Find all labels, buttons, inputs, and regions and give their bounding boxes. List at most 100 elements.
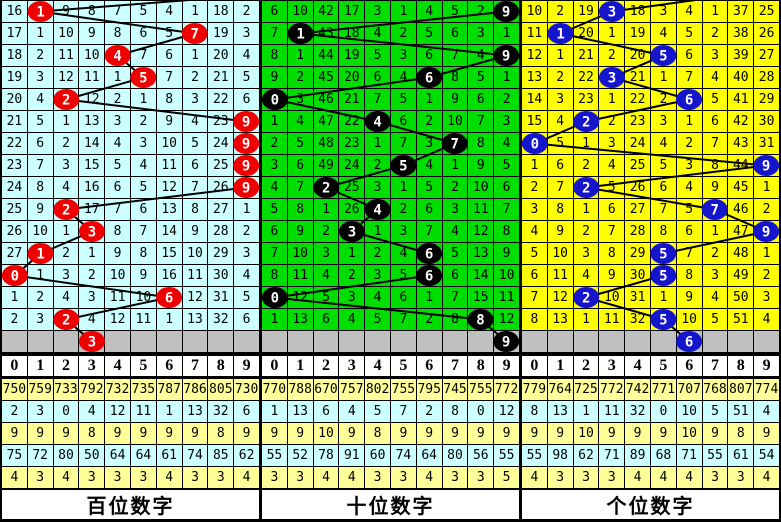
stat-cell: 0: [53, 401, 79, 422]
stat-cell: 8: [79, 423, 105, 444]
digit-header-cell: 7: [182, 356, 208, 376]
miss-count-cell: 11: [182, 265, 208, 286]
pending-row-cell: [599, 331, 625, 352]
miss-count-cell: 7: [494, 199, 519, 220]
miss-count-cell: 6: [416, 199, 442, 220]
stat-cell: 742: [625, 379, 650, 400]
miss-count-cell: 22: [573, 67, 599, 88]
miss-count-cell: 7: [468, 111, 494, 132]
miss-count-cell: [650, 265, 676, 286]
miss-count-cell: [313, 177, 339, 198]
miss-count-cell: 29: [625, 243, 650, 264]
miss-count-cell: 7: [262, 23, 287, 44]
stat-cell: 68: [650, 445, 676, 466]
stat-cell: 11: [130, 401, 156, 422]
hundreds-panel-title-label: 百位数字: [86, 494, 175, 518]
stat-cell: 779: [522, 379, 547, 400]
miss-count-cell: 16: [79, 177, 105, 198]
miss-count-cell: 4: [468, 45, 494, 66]
miss-count-cell: 7: [365, 89, 390, 110]
miss-count-cell: 6: [390, 287, 416, 308]
miss-count-cell: 4: [676, 1, 702, 22]
miss-count-cell: 2: [599, 111, 625, 132]
stat-cell: 72: [27, 445, 53, 466]
miss-count-cell: 2: [702, 243, 728, 264]
miss-count-cell: 22: [339, 111, 365, 132]
stat-cell: 9: [702, 423, 728, 444]
miss-count-cell: 2: [365, 243, 390, 264]
digit-header-cell: 1: [287, 356, 313, 376]
miss-count-cell: 10: [442, 111, 468, 132]
units-panel-title: 个位数字: [522, 490, 779, 519]
miss-count-cell: 2: [702, 23, 728, 44]
miss-count-cell: 1: [53, 221, 79, 242]
miss-count-cell: 5: [130, 1, 156, 22]
stat-cell: 55: [522, 445, 547, 466]
miss-count-cell: [494, 1, 519, 22]
miss-count-cell: 19: [2, 67, 27, 88]
miss-count-cell: 2: [365, 155, 390, 176]
miss-count-cell: [522, 133, 547, 154]
pending-row-cell: [390, 331, 416, 352]
stat-cell: 774: [754, 379, 779, 400]
miss-count-cell: 4: [105, 133, 130, 154]
miss-count-cell: 2: [130, 111, 156, 132]
miss-count-cell: 20: [625, 45, 650, 66]
miss-count-cell: 50: [728, 287, 754, 308]
miss-count-cell: 8: [287, 199, 313, 220]
miss-count-cell: 13: [79, 111, 105, 132]
tens-panel: 6 10 42 17 3 1 4 5 2 7 43 18 4 2 5 6 3 1 8 1 44 19 5 3 6 7 4 9 2 45 20…: [262, 1, 519, 519]
miss-count-cell: 8: [442, 67, 468, 88]
stat-cell: 12: [105, 401, 130, 422]
miss-count-cell: [416, 243, 442, 264]
miss-count-cell: 16: [156, 265, 182, 286]
miss-count-cell: [79, 221, 105, 242]
digit-header-cell: 0: [262, 356, 287, 376]
miss-count-cell: 18: [208, 1, 234, 22]
miss-count-cell: 3: [442, 199, 468, 220]
miss-count-cell: 5: [676, 23, 702, 44]
pending-row-cell: [754, 331, 779, 352]
miss-count-cell: 30: [208, 265, 234, 286]
miss-count-cell: 38: [728, 23, 754, 44]
miss-count-cell: 31: [625, 287, 650, 308]
miss-count-cell: 6: [130, 23, 156, 44]
miss-count-cell: 8: [676, 265, 702, 286]
miss-count-cell: 5: [390, 265, 416, 286]
miss-count-cell: 3: [182, 89, 208, 110]
digit-header-cell: 9: [494, 356, 519, 376]
stat-cell: 91: [339, 445, 365, 466]
miss-count-cell: 21: [573, 45, 599, 66]
stat-cell: 4: [625, 467, 650, 488]
miss-count-cell: 5: [182, 133, 208, 154]
stat-cell: 4: [339, 467, 365, 488]
stat-cell: 5: [365, 401, 390, 422]
stat-cell: 755: [468, 379, 494, 400]
hundreds-panel: 16 9 8 7 5 4 1 18 2 17 1 10 9 8 6 5 19 3 18 2 11 10 7 6 1 20 4 19 3 1…: [2, 1, 259, 519]
miss-count-cell: 4: [287, 111, 313, 132]
miss-count-cell: [365, 111, 390, 132]
miss-count-cell: [416, 265, 442, 286]
stat-cell: 6: [313, 401, 339, 422]
digit-header-cell: 5: [650, 356, 676, 376]
miss-count-cell: 13: [287, 309, 313, 330]
pending-row-cell: [573, 331, 599, 352]
miss-count-cell: 45: [728, 177, 754, 198]
pending-row-cell: [79, 331, 105, 352]
miss-count-cell: 7: [156, 67, 182, 88]
stat-cell: 3: [390, 467, 416, 488]
miss-count-cell: 5: [599, 177, 625, 198]
miss-count-cell: 47: [313, 111, 339, 132]
stat-cell: 56: [468, 445, 494, 466]
miss-count-cell: [650, 309, 676, 330]
miss-count-cell: 2: [339, 265, 365, 286]
miss-count-cell: 8: [522, 309, 547, 330]
miss-count-cell: 17: [79, 199, 105, 220]
digit-header-cell: 8: [208, 356, 234, 376]
stat-cell: 3: [728, 467, 754, 488]
miss-count-cell: 2: [494, 89, 519, 110]
miss-count-cell: 20: [573, 23, 599, 44]
miss-count-cell: 3: [234, 23, 259, 44]
pending-row-cell: [287, 331, 313, 352]
miss-count-cell: 7: [105, 1, 130, 22]
